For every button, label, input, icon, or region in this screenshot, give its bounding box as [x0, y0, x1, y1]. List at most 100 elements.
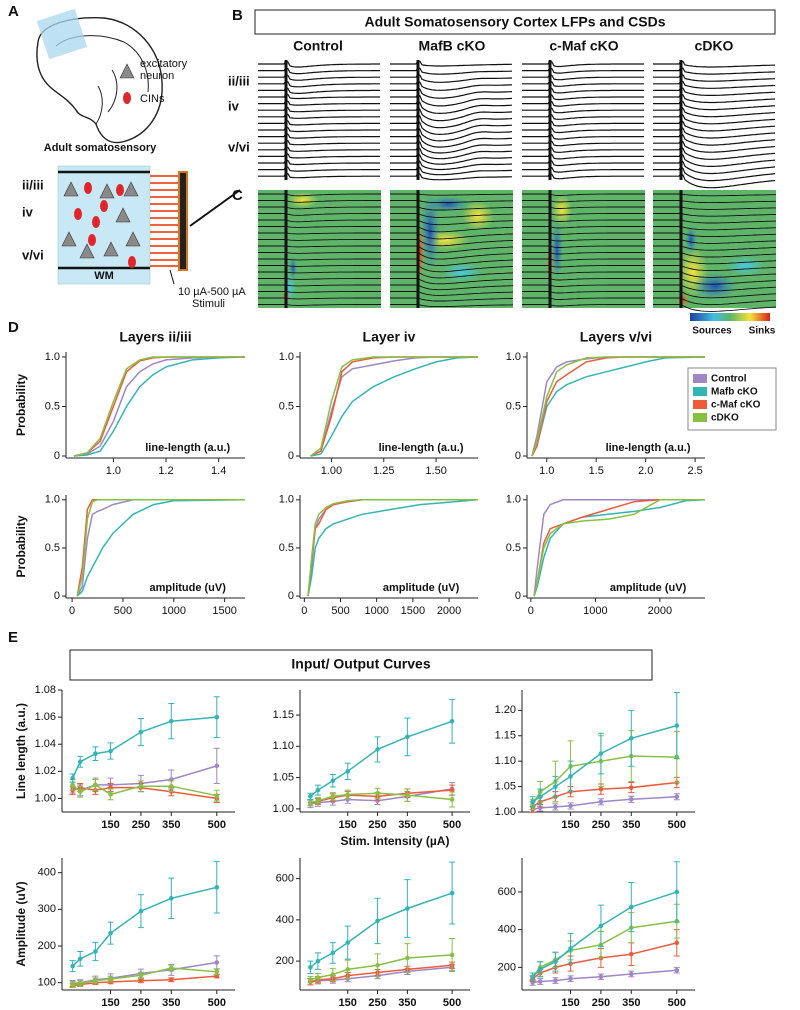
chart: 150 250 350 500 200 400 600 [276, 858, 470, 1009]
lfp-trace [522, 79, 644, 87]
lfp-trace [258, 165, 380, 172]
data-point [330, 778, 336, 784]
data-point [405, 734, 410, 740]
lfp-trace [522, 165, 644, 173]
data-point [674, 794, 680, 800]
lfp-trace [522, 152, 644, 160]
csd-trace [390, 252, 514, 260]
csd-trace [522, 200, 645, 203]
x-tick-label: 150 [561, 819, 579, 831]
chart-title: Layers ii/iii [119, 329, 191, 345]
cortex-diagram [57, 165, 241, 285]
colorbar-label: Sinks [749, 326, 776, 337]
csd-trace [390, 200, 514, 204]
data-point [345, 967, 351, 972]
data-point [449, 952, 455, 958]
data-point [568, 976, 573, 981]
legend-label: neuron [140, 70, 174, 82]
series-line [73, 356, 246, 457]
x-tick-label: 350 [398, 997, 416, 1009]
csd-trace [653, 291, 777, 299]
lfp-trace [522, 112, 644, 120]
data-point [108, 930, 113, 936]
csd-trace [258, 213, 381, 216]
x-axis-label: line-length (a.u.) [606, 442, 691, 454]
csd-trace [258, 297, 381, 300]
lfp-trace [653, 93, 776, 104]
data-point [628, 971, 634, 977]
panel-letter: A [8, 3, 19, 20]
legend-label: Mafb cKO [711, 387, 758, 398]
y-tick-label: 1.06 [35, 711, 56, 723]
y-tick-label: 0.5 [45, 542, 60, 554]
data-point [168, 965, 174, 971]
csd-blob [288, 192, 318, 208]
x-tick-label: 1000 [162, 605, 186, 617]
x-tick-label: 250 [132, 997, 150, 1009]
chart: 0 500 1000 1500 0 0.5 1.0 amplitude (uV) Probabi… [14, 494, 246, 617]
y-axis-label: Line length (a.u.) [14, 703, 28, 799]
legend-swatch [693, 413, 707, 422]
lfp-trace [390, 93, 513, 107]
y-tick-label: 0.5 [279, 542, 294, 554]
data-point [138, 978, 144, 984]
charts: 1.0 1.2 1.4 0 0.5 1.0 Layers ii/iii line-length… [14, 329, 777, 1009]
panel-letter: E [8, 629, 18, 646]
data-point [449, 890, 455, 896]
lfp-trace [258, 113, 380, 119]
csd-trace [522, 278, 645, 281]
lfp-trace [390, 145, 513, 160]
lfp-trace [258, 132, 380, 139]
lfp-trace [390, 132, 513, 148]
x-tick-label: 1.25 [373, 465, 394, 477]
csd-trace [390, 193, 513, 196]
y-tick-label: 1.0 [506, 494, 521, 506]
y-tick-label: 0 [54, 590, 60, 602]
y-tick-label: 1.00 [273, 803, 294, 815]
csd-trace [390, 239, 514, 247]
lfp-trace [258, 146, 380, 152]
y-tick-label: 100 [38, 977, 56, 989]
lfp-trace [522, 145, 644, 153]
csd-trace [653, 200, 776, 204]
data-point [375, 790, 380, 796]
region-label: Adult somatosensory [44, 142, 157, 154]
y-tick-label: 0.5 [279, 400, 294, 412]
legend-label: Control [711, 374, 747, 385]
panel-title: Adult Somatosensory Cortex LFPs and CSDs [364, 14, 665, 30]
csd-blob [551, 220, 563, 280]
x-tick-label: 1.2 [158, 465, 173, 477]
x-tick-label: 1000 [583, 605, 607, 617]
data-point [598, 799, 604, 805]
lfp-trace [653, 152, 776, 167]
data-point [108, 748, 113, 754]
data-point [345, 797, 351, 802]
lfp-trace [390, 119, 513, 136]
chart-title: Layer iv [363, 329, 416, 345]
data-point [168, 896, 174, 901]
y-tick-label: 0.5 [45, 400, 60, 412]
x-tick-label: 150 [561, 997, 579, 1009]
csd-blob [552, 195, 572, 225]
series-line [71, 716, 217, 779]
csd-trace [258, 239, 381, 241]
data-point [628, 904, 634, 910]
csd-trace [390, 265, 514, 273]
y-tick-label: 1.00 [495, 806, 516, 818]
data-point [93, 949, 98, 954]
chart: 150 250 350 500 200 400 600 [498, 858, 695, 1009]
data-point [330, 972, 336, 977]
lfp-trace [258, 79, 380, 88]
condition-label: MafB cKO [419, 38, 486, 54]
data-point [553, 784, 558, 789]
x-tick-label: 500 [668, 997, 686, 1009]
x-tick-label: 250 [368, 819, 386, 831]
chart: 1.0 1.2 1.4 0 0.5 1.0 Layers ii/iii line-length… [14, 329, 246, 477]
csd-trace [258, 200, 381, 203]
csd-trace [390, 219, 514, 226]
x-tick-label: 0 [301, 605, 307, 617]
x-tick-label: 2.0 [638, 465, 653, 477]
panel-letter: D [8, 319, 19, 336]
csd-trace [653, 252, 777, 258]
